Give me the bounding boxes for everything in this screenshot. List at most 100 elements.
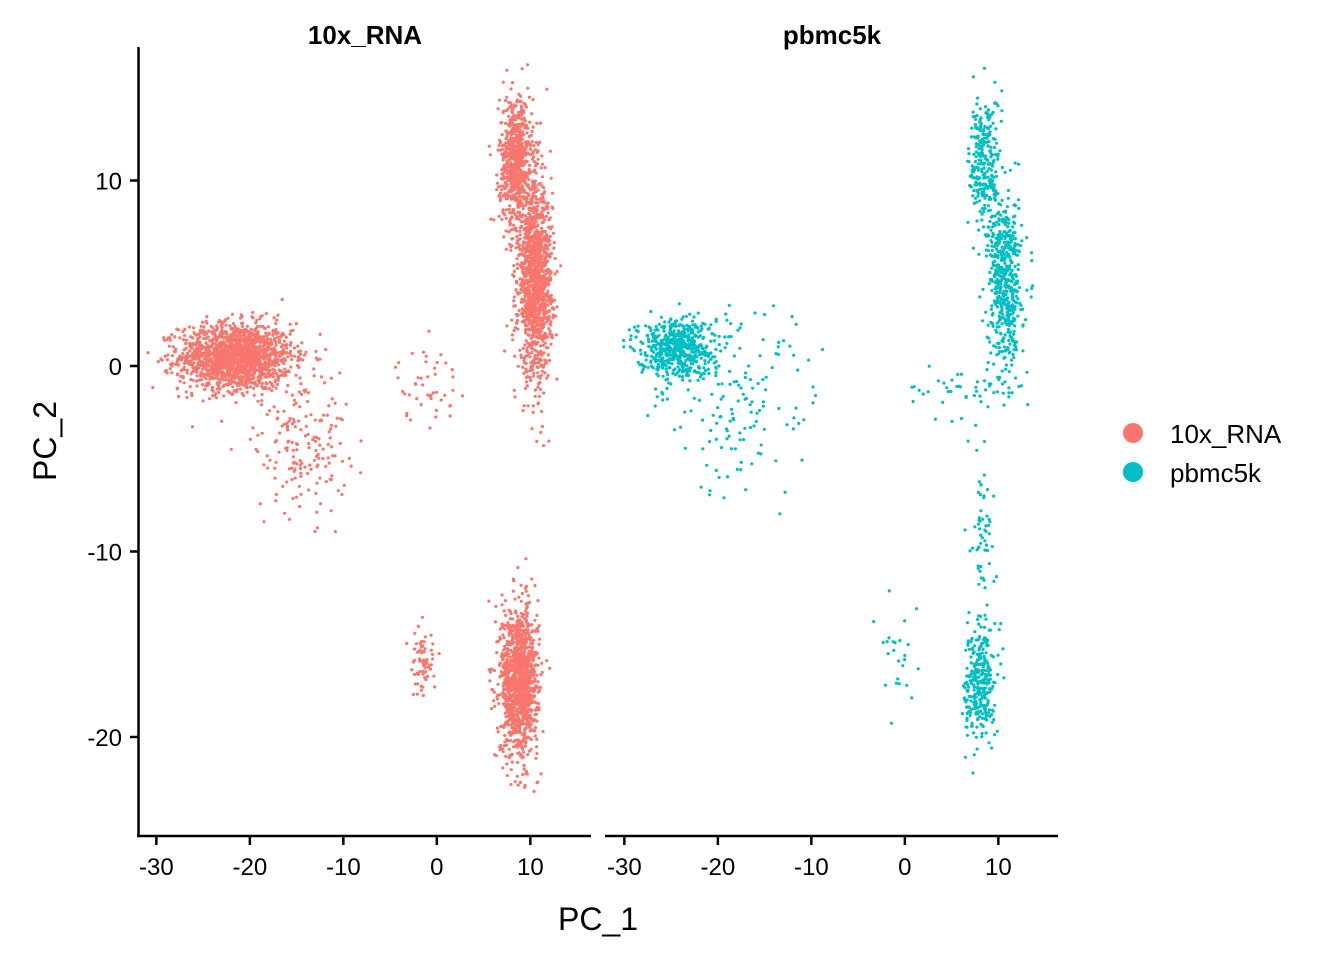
data-point: [542, 444, 546, 448]
data-point: [531, 410, 535, 414]
data-point: [523, 282, 527, 286]
data-point: [185, 395, 189, 400]
data-point: [318, 357, 322, 361]
data-point: [258, 502, 262, 506]
data-point: [489, 217, 493, 221]
data-point: [256, 332, 260, 336]
data-point: [315, 526, 319, 530]
data-point: [544, 359, 548, 363]
data-point: [528, 649, 533, 654]
data-point: [268, 374, 272, 378]
data-point: [306, 471, 310, 476]
data-point: [531, 261, 535, 265]
data-point: [530, 577, 534, 581]
data-point: [251, 426, 255, 430]
data-point: [289, 341, 293, 345]
data-point: [298, 504, 302, 509]
data-point: [431, 391, 435, 395]
data-point: [266, 337, 270, 341]
data-point: [516, 292, 520, 296]
data-point: [529, 198, 533, 202]
data-point: [539, 373, 543, 378]
data-point: [224, 323, 228, 327]
data-point: [528, 261, 533, 265]
data-point: [531, 237, 535, 241]
data-point: [526, 341, 530, 345]
data-point: [203, 329, 207, 334]
data-point: [269, 359, 273, 363]
data-point: [264, 372, 268, 376]
data-point: [232, 389, 236, 393]
data-point: [542, 391, 546, 395]
data-point: [524, 311, 529, 315]
data-point: [514, 666, 519, 670]
data-point: [290, 440, 294, 445]
data-point: [548, 216, 552, 220]
data-point: [539, 166, 543, 170]
data-point: [503, 349, 507, 353]
data-point: [172, 349, 176, 353]
data-point: [297, 365, 301, 370]
data-point: [525, 131, 529, 135]
data-point: [509, 117, 514, 121]
data-point: [495, 651, 499, 655]
data-point: [211, 393, 215, 398]
data-point: [347, 456, 351, 460]
data-point: [202, 372, 206, 376]
data-point: [289, 354, 293, 358]
data-point: [509, 179, 513, 183]
data-point: [285, 346, 289, 350]
data-point: [536, 385, 540, 389]
data-point: [511, 726, 515, 730]
data-point: [327, 430, 331, 434]
data-point: [553, 272, 557, 276]
data-point: [278, 369, 282, 373]
data-point: [509, 768, 513, 772]
data-point: [299, 382, 303, 386]
data-point: [241, 371, 245, 375]
data-point: [542, 260, 546, 264]
data-point: [524, 287, 528, 291]
data-point: [545, 87, 549, 91]
data-point: [559, 264, 563, 268]
data-point: [522, 728, 527, 732]
data-point: [206, 335, 210, 339]
data-point: [538, 296, 542, 300]
data-point: [306, 391, 310, 395]
data-point: [539, 330, 543, 334]
data-point: [294, 373, 298, 377]
data-point: [181, 338, 186, 342]
data-point: [451, 375, 455, 379]
data-point: [228, 336, 232, 341]
data-point: [516, 742, 520, 746]
data-point: [226, 354, 230, 358]
data-point: [534, 684, 539, 688]
data-point: [518, 233, 522, 237]
data-point: [546, 201, 550, 205]
data-point: [530, 184, 535, 188]
data-point: [513, 780, 517, 784]
data-point: [511, 623, 515, 628]
data-point: [294, 322, 298, 326]
data-point: [519, 94, 523, 98]
data-point: [276, 410, 280, 414]
data-point: [520, 215, 524, 219]
data-point: [545, 659, 549, 663]
data-point: [506, 674, 510, 678]
data-point: [521, 207, 525, 211]
data-point: [496, 682, 500, 686]
data-point: [222, 394, 226, 398]
data-point: [527, 749, 532, 753]
data-point: [272, 316, 276, 320]
data-point: [535, 288, 539, 292]
data-point: [416, 376, 420, 380]
data-point: [314, 491, 318, 495]
data-point: [540, 226, 544, 230]
data-point: [250, 377, 254, 381]
data-point: [515, 138, 519, 142]
data-point: [512, 669, 516, 673]
data-point: [524, 709, 528, 713]
data-point: [236, 338, 241, 342]
data-point: [280, 297, 284, 302]
data-point: [314, 356, 318, 360]
